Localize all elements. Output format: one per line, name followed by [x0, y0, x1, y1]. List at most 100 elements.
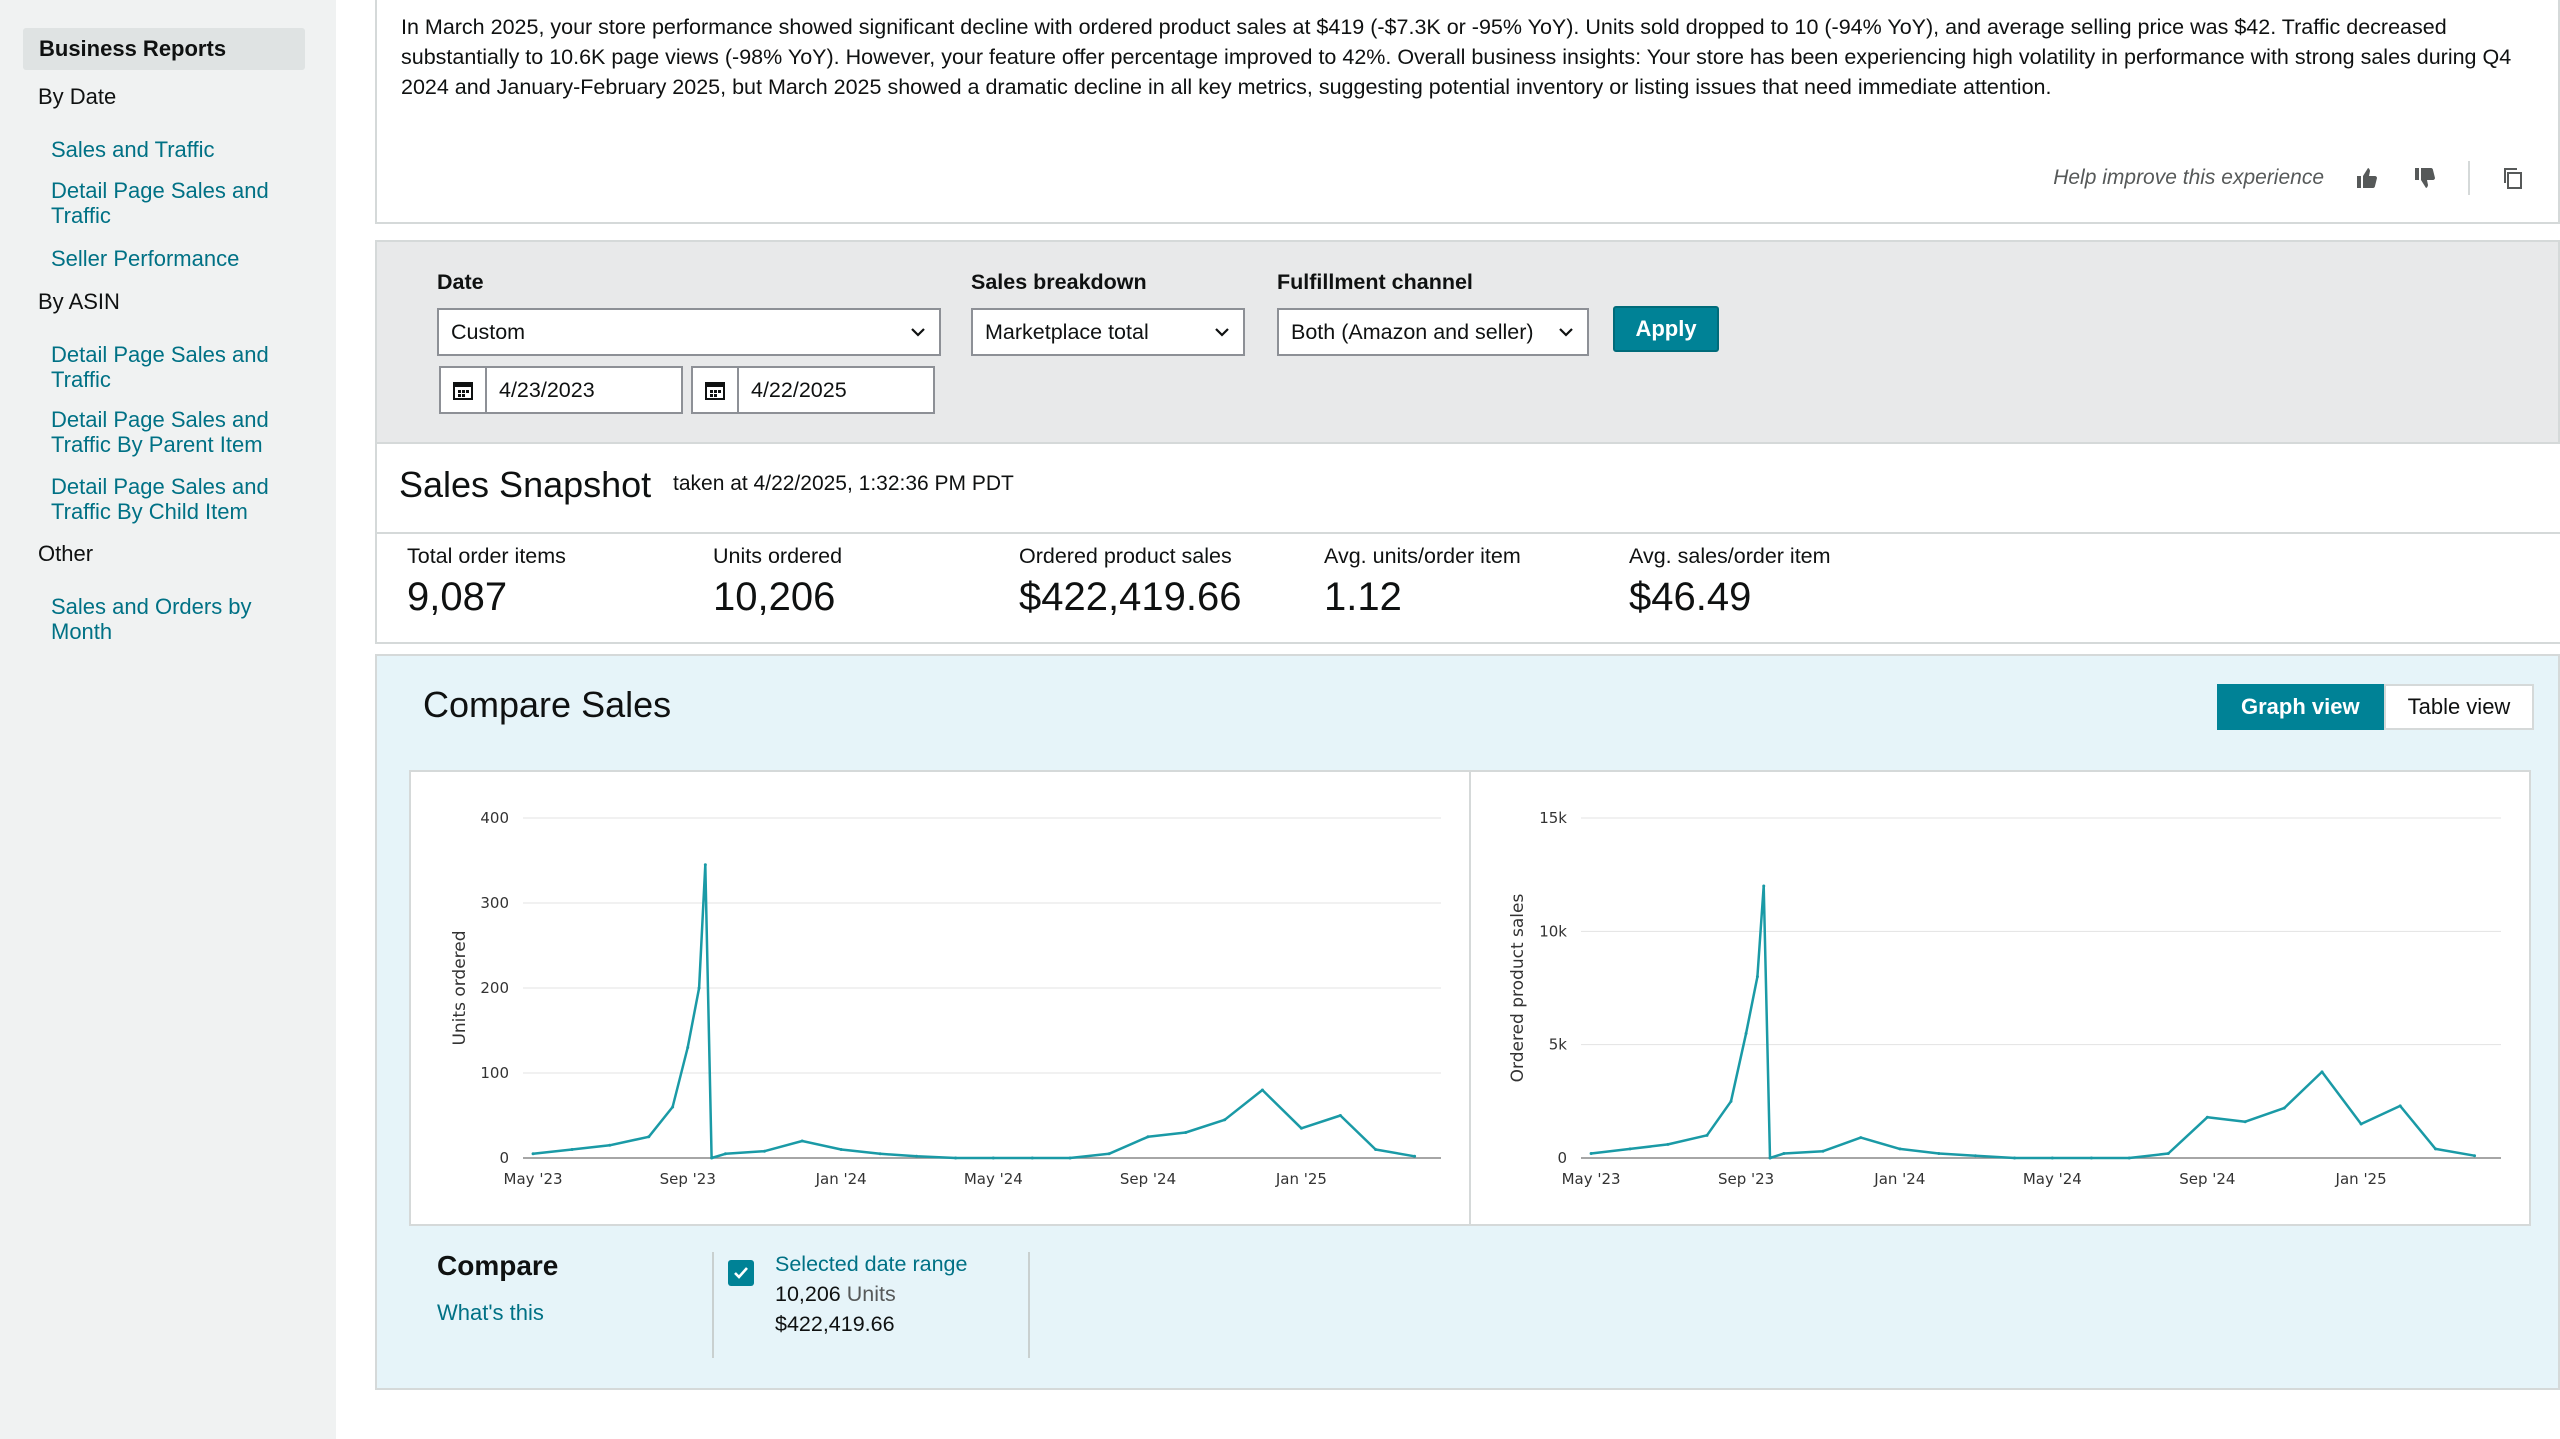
insight-summary: In March 2025, your store performance sh… — [401, 15, 2512, 99]
compare-sales-title: Compare Sales — [423, 684, 672, 725]
calendar-icon[interactable] — [441, 368, 487, 412]
data-point — [2320, 1070, 2324, 1074]
series-line — [532, 863, 1415, 1160]
sidebar-group-other: Other — [38, 541, 94, 566]
sidebar-item-detail-page-sales-traffic[interactable]: Detail Page Sales and Traffic — [51, 178, 269, 228]
metric-label: Avg. units/order item — [1324, 544, 1521, 568]
metric-ordered-product-sales: Ordered product sales $422,419.66 — [1019, 544, 1241, 620]
data-point — [1705, 1133, 1709, 1137]
thumbs-up-icon[interactable] — [2352, 163, 2382, 193]
end-date-input[interactable] — [739, 368, 919, 412]
data-point — [2433, 1147, 2437, 1151]
snapshot-metrics: Total order items 9,087 Units ordered 10… — [375, 534, 2560, 644]
metric-avg-sales-per-order: Avg. sales/order item $46.49 — [1629, 544, 1831, 620]
y-tick-label: 0 — [1557, 1149, 1567, 1167]
data-point — [1973, 1154, 1977, 1158]
data-point — [2473, 1154, 2477, 1158]
selected-range-checkbox[interactable] — [728, 1260, 754, 1286]
sales-snapshot-header: Sales Snapshot taken at 4/22/2025, 1:32:… — [375, 444, 2560, 534]
data-point — [1223, 1118, 1227, 1122]
fulfillment-channel-select[interactable]: Both (Amazon and seller) — [1277, 308, 1589, 356]
y-tick-label: 400 — [480, 809, 509, 827]
whats-this-link[interactable]: What's this — [437, 1300, 544, 1325]
compare-sales-panel: Compare Sales Graph view Table view 0 100… — [375, 654, 2560, 1390]
sidebar-group-by-date: By Date — [38, 84, 117, 109]
data-point — [1338, 1114, 1342, 1117]
sidebar-item-sales-orders-by-month[interactable]: Sales and Orders by Month — [51, 594, 252, 644]
data-point — [686, 1046, 690, 1049]
sidebar-group-by-asin: By ASIN — [38, 289, 120, 314]
legend-units: 10,206 Units — [775, 1282, 896, 1307]
table-view-button[interactable]: Table view — [2383, 684, 2535, 730]
date-label: Date — [437, 270, 484, 294]
y-tick-label: 200 — [480, 979, 509, 997]
x-tick-label: May '23 — [1562, 1170, 1621, 1188]
metric-value: $46.49 — [1629, 575, 1752, 619]
data-point — [1666, 1142, 1670, 1146]
apply-button[interactable]: Apply — [1613, 306, 1719, 352]
snapshot-timestamp: taken at 4/22/2025, 1:32:36 PM PDT — [673, 472, 1014, 495]
insight-card: In March 2025, your store performance sh… — [375, 0, 2560, 224]
data-point — [2398, 1104, 2402, 1108]
start-date-input[interactable] — [487, 368, 667, 412]
metric-label: Ordered product sales — [1019, 544, 1232, 568]
sidebar-title[interactable]: Business Reports — [23, 28, 305, 70]
chevron-down-icon — [1559, 328, 1573, 337]
y-tick-label: 100 — [480, 1064, 509, 1082]
sidebar-item-asin-by-child[interactable]: Detail Page Sales and Traffic By Child I… — [51, 474, 269, 524]
sidebar-item-sales-and-traffic[interactable]: Sales and Traffic — [51, 137, 215, 162]
units-ordered-chart: 0 100 200 300 400 May '23 Sep '23 Jan '24 May '2… — [409, 770, 1471, 1226]
copy-icon[interactable] — [2498, 163, 2528, 193]
data-point — [1107, 1152, 1111, 1156]
x-tick-label: May '23 — [504, 1170, 563, 1188]
legend-units-value: 10,206 — [775, 1282, 841, 1306]
data-point — [2166, 1151, 2170, 1155]
sales-breakdown-label: Sales breakdown — [971, 270, 1147, 294]
x-tick-label: Jan '25 — [2335, 1170, 2387, 1188]
x-tick-label: Jan '24 — [1873, 1170, 1925, 1188]
data-point — [1068, 1156, 1072, 1160]
data-point — [1782, 1151, 1786, 1155]
x-tick-label: May '24 — [2023, 1170, 2082, 1188]
y-tick-label: 0 — [499, 1149, 509, 1167]
compare-legend-title: Compare — [437, 1250, 559, 1281]
sidebar-item-seller-performance[interactable]: Seller Performance — [51, 246, 240, 271]
checkmark-icon — [734, 1267, 748, 1279]
metric-label: Avg. sales/order item — [1629, 544, 1831, 568]
data-point — [2282, 1106, 2286, 1110]
calendar-icon[interactable] — [693, 368, 739, 412]
data-point — [2205, 1115, 2209, 1119]
metric-label: Total order items — [407, 544, 566, 568]
data-point — [1821, 1149, 1825, 1153]
sidebar: Business Reports By Date Sales and Traff… — [0, 0, 336, 1439]
legend-divider — [1028, 1252, 1030, 1358]
units-ordered-chart-svg: 0 100 200 300 400 May '23 Sep '23 Jan '24 May '2… — [450, 809, 1441, 1188]
legend-divider — [712, 1252, 714, 1358]
data-point — [915, 1154, 919, 1158]
sidebar-item-asin-detail-page[interactable]: Detail Page Sales and Traffic — [51, 342, 269, 392]
data-point — [1030, 1156, 1034, 1160]
end-date-field[interactable] — [691, 366, 935, 414]
data-point — [991, 1156, 995, 1160]
data-point — [2089, 1156, 2093, 1160]
data-point — [1744, 1031, 1748, 1035]
date-range-select[interactable]: Custom — [437, 308, 941, 356]
data-point — [2013, 1156, 2017, 1160]
metric-units-ordered: Units ordered 10,206 — [713, 544, 842, 620]
graph-view-button[interactable]: Graph view — [2217, 684, 2384, 730]
selected-range-label[interactable]: Selected date range — [775, 1252, 968, 1276]
feedback-label: Help improve this experience — [2053, 166, 2324, 189]
data-point — [800, 1139, 804, 1143]
thumbs-down-icon[interactable] — [2410, 163, 2440, 193]
metric-value: 9,087 — [407, 575, 508, 619]
data-point — [723, 1152, 727, 1156]
x-tick-label: Sep '23 — [660, 1170, 716, 1188]
data-point — [1260, 1088, 1264, 1092]
sidebar-item-asin-by-parent[interactable]: Detail Page Sales and Traffic By Parent … — [51, 407, 269, 457]
view-toggle: Graph view Table view — [2217, 684, 2535, 730]
start-date-field[interactable] — [439, 366, 683, 414]
legend-sales-value: $422,419.66 — [775, 1312, 895, 1336]
x-tick-label: Sep '23 — [1718, 1170, 1774, 1188]
sales-breakdown-select[interactable]: Marketplace total — [971, 308, 1245, 356]
data-point — [1146, 1135, 1150, 1139]
